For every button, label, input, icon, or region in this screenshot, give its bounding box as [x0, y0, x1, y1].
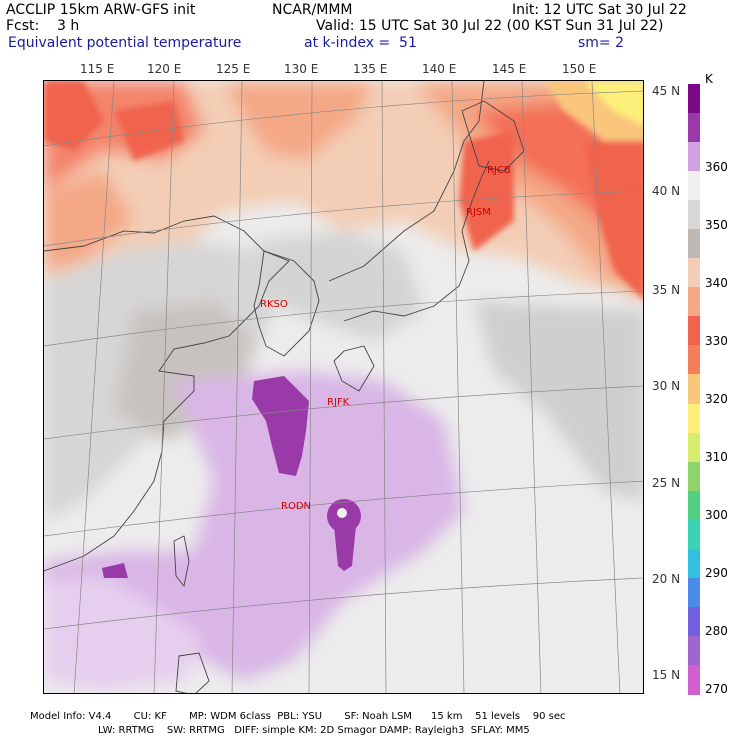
lon-label: 135 E — [353, 62, 388, 76]
field-name: Equivalent potential temperature — [8, 35, 242, 51]
lat-label: 20 N — [652, 572, 681, 586]
lat-label: 25 N — [652, 476, 681, 490]
colorbar-swatch — [688, 287, 700, 318]
colorbar-tick: 280 — [705, 624, 728, 638]
valid-time: Valid: 15 UTC Sat 30 Jul 22 (00 KST Sun … — [316, 18, 664, 34]
colorbar-tick: 310 — [705, 450, 728, 464]
colorbar-tick: 360 — [705, 160, 728, 174]
smoothing-label: sm= 2 — [578, 35, 625, 51]
colorbar-swatch — [688, 664, 700, 695]
colorbar-swatch — [688, 490, 700, 521]
lon-label: 140 E — [422, 62, 457, 76]
colorbar-tick: 350 — [705, 218, 728, 232]
lat-label: 40 N — [652, 184, 681, 198]
colorbar-swatch — [688, 432, 700, 463]
lon-label: 130 E — [284, 62, 319, 76]
lon-label: 150 E — [562, 62, 597, 76]
colorbar-swatch — [688, 229, 700, 260]
colorbar-swatch — [688, 403, 700, 434]
colorbar-swatch — [688, 606, 700, 637]
colorbar-swatch — [688, 171, 700, 202]
init-time: Init: 12 UTC Sat 30 Jul 22 — [512, 2, 687, 18]
model-title: ACCLIP 15km ARW-GFS init — [6, 2, 196, 18]
colorbar-unit: K — [705, 72, 713, 86]
colorbar-swatch — [688, 345, 700, 376]
colorbar-swatch — [688, 113, 700, 144]
field-high-core — [102, 376, 361, 578]
lon-label: 120 E — [147, 62, 182, 76]
colorbar-tick: 300 — [705, 508, 728, 522]
theta-e-map: RJCB RJSM RKSO RJFK RODN — [43, 80, 644, 694]
station-label: RJSM — [466, 207, 491, 218]
forecast-hour: Fcst: 3 h — [6, 18, 80, 34]
colorbar-tick: 340 — [705, 276, 728, 290]
lon-label: 145 E — [492, 62, 527, 76]
colorbar-swatch — [688, 316, 700, 347]
colorbar-tick: 320 — [705, 392, 728, 406]
colorbar-swatch — [688, 548, 700, 579]
colorbar-tick: 330 — [705, 334, 728, 348]
colorbar-swatch — [688, 577, 700, 608]
model-info-line2: LW: RRTMG SW: RRTMG DIFF: simple KM: 2D … — [98, 725, 530, 736]
institution-label: NCAR/MMM — [272, 2, 353, 18]
colorbar-swatch — [688, 519, 700, 550]
lon-label: 115 E — [80, 62, 115, 76]
colorbar-swatch — [688, 84, 700, 114]
colorbar-swatch — [688, 635, 700, 666]
model-info-line1: Model Info: V4.4 CU: KF MP: WDM 6class P… — [30, 711, 566, 722]
station-label: RKSO — [260, 299, 288, 310]
colorbar — [688, 84, 700, 695]
lon-label: 125 E — [216, 62, 251, 76]
station-label: RJFK — [327, 397, 350, 408]
graticule — [44, 81, 643, 693]
colorbar-swatch — [688, 258, 700, 289]
station-label: RODN — [281, 501, 311, 512]
lat-label: 15 N — [652, 668, 681, 682]
colorbar-tick: 270 — [705, 682, 728, 696]
colorbar-swatch — [688, 142, 700, 173]
k-index-label: at k-index = 51 — [304, 35, 417, 51]
lat-label: 45 N — [652, 84, 681, 98]
lat-label: 35 N — [652, 283, 681, 297]
station-label: RJCB — [487, 165, 511, 176]
colorbar-swatch — [688, 461, 700, 492]
colorbar-tick: 290 — [705, 566, 728, 580]
colorbar-swatch — [688, 200, 700, 231]
map-canvas: RJCB RJSM RKSO RJFK RODN — [44, 81, 643, 693]
colorbar-swatch — [688, 374, 700, 405]
lat-label: 30 N — [652, 379, 681, 393]
